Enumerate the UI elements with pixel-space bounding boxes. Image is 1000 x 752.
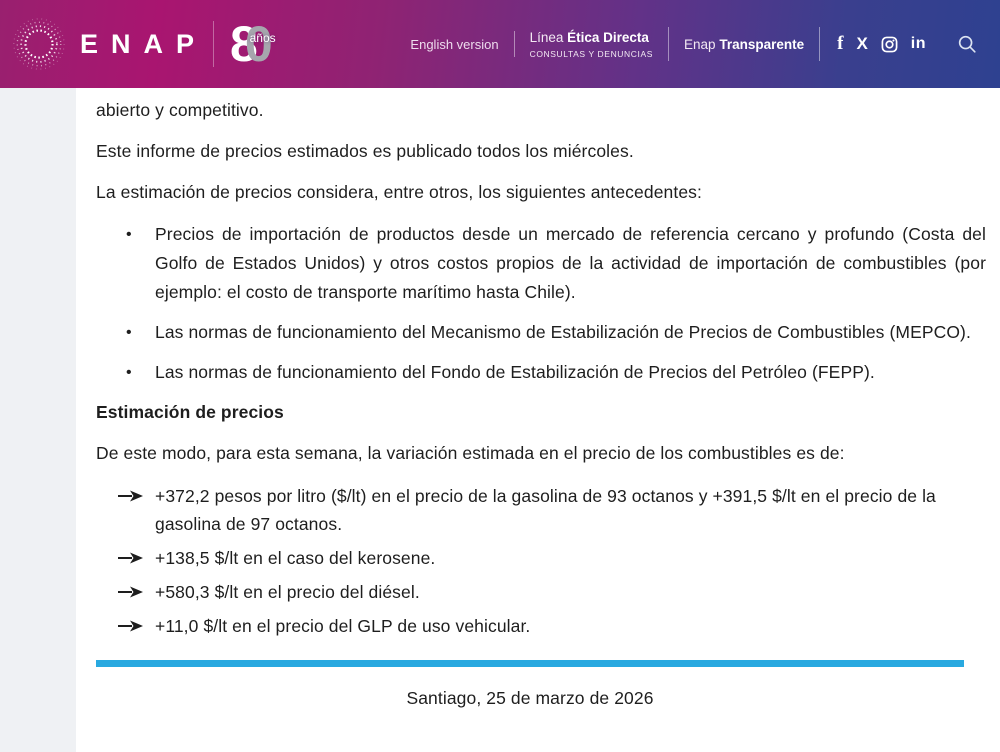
anniversary-label: años [249, 31, 276, 45]
nav-divider [668, 27, 670, 61]
paragraph: La estimación de precios considera, entr… [96, 182, 702, 202]
nav-divider [819, 27, 821, 61]
section-heading: Estimación de precios [96, 402, 284, 422]
enap-logo-icon [13, 18, 65, 70]
price-variation-list: +372,2 pesos por litro ($/lt) en el prec… [96, 482, 986, 640]
enap-wordmark: ENAP [80, 28, 208, 59]
anniversary-eight: 8 [230, 16, 258, 72]
list-item: +138,5 $/lt en el caso del kerosene. [96, 544, 986, 572]
social-links: f X in [837, 33, 926, 55]
paragraph: abierto y competitivo. [96, 100, 264, 120]
arrow-right-icon [118, 620, 143, 632]
english-version-link[interactable]: English version [410, 36, 499, 52]
anniversary-80-logo: 8 0 años [230, 14, 276, 74]
list-item: +11,0 $/lt en el precio del GLP de uso v… [96, 612, 986, 640]
left-margin-strip [0, 88, 76, 752]
list-item: Las normas de funcionamiento del Fondo d… [96, 358, 986, 387]
price-report-document: abierto y competitivo. Este informe de p… [76, 88, 1000, 752]
list-item: Precios de importación de productos desd… [96, 220, 986, 307]
instagram-icon[interactable] [881, 36, 898, 53]
linkedin-icon[interactable]: in [910, 35, 926, 52]
page-body: abierto y competitivo. Este informe de p… [0, 88, 1000, 752]
arrow-right-icon [118, 586, 143, 598]
facebook-icon[interactable]: f [837, 33, 844, 54]
header-nav: English version Línea Ética Directa CONS… [410, 27, 978, 61]
list-item: +372,2 pesos por litro ($/lt) en el prec… [96, 482, 986, 538]
arrow-right-icon [118, 490, 143, 502]
antecedents-list: Precios de importación de productos desd… [96, 220, 986, 387]
intro-paragraph: De este modo, para esta semana, la varia… [96, 443, 845, 463]
transparente-prefix: Enap [684, 36, 720, 52]
cyan-divider [96, 660, 964, 667]
etica-bold: Ética Directa [567, 30, 649, 45]
etica-prefix: Línea [529, 30, 568, 45]
paragraph: Este informe de precios estimados es pub… [96, 141, 634, 161]
brand-divider [213, 21, 215, 67]
etica-subtitle: CONSULTAS Y DENUNCIAS [529, 49, 654, 59]
x-twitter-icon[interactable]: X [856, 34, 868, 53]
brand[interactable]: ENAP 8 0 años [10, 14, 276, 74]
site-header: ENAP 8 0 años English version Línea Étic… [0, 0, 1000, 88]
anniversary-zero: 0 [244, 16, 273, 72]
document-date: Santiago, 25 de marzo de 2026 [406, 688, 654, 708]
enap-transparente-link[interactable]: Enap Transparente [684, 37, 804, 52]
list-item: Las normas de funcionamiento del Mecanis… [96, 318, 986, 347]
search-icon[interactable] [956, 33, 978, 55]
nav-divider [513, 31, 515, 57]
arrow-right-icon [118, 552, 143, 564]
list-item: +580,3 $/lt en el precio del diésel. [96, 578, 986, 606]
transparente-bold: Transparente [719, 36, 805, 52]
etica-directa-link[interactable]: Línea Ética Directa CONSULTAS Y DENUNCIA… [530, 29, 653, 59]
